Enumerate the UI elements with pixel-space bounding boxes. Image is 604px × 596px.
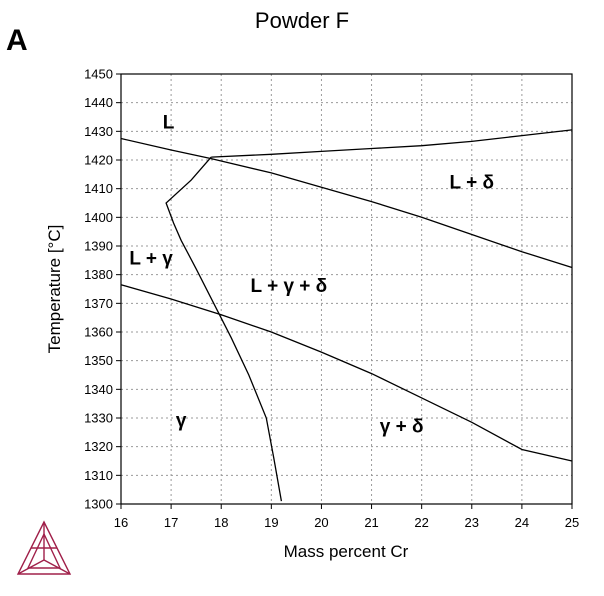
region-label: γ — [176, 411, 187, 432]
region-label: γ + δ — [380, 416, 424, 437]
y-tick-label: 1410 — [84, 181, 113, 196]
x-tick-label: 18 — [214, 515, 228, 530]
x-tick-label: 25 — [565, 515, 579, 530]
panel-letter: A — [6, 24, 28, 57]
y-tick-label: 1400 — [84, 210, 113, 225]
x-axis-ticks: 16 17 18 19 20 21 22 23 24 25 — [114, 504, 579, 530]
y-tick-label: 1320 — [84, 439, 113, 454]
x-tick-label: 23 — [465, 515, 479, 530]
x-tick-label: 20 — [314, 515, 328, 530]
x-axis-label: Mass percent Cr — [284, 542, 409, 561]
y-tick-label: 1300 — [84, 497, 113, 512]
y-tick-label: 1330 — [84, 411, 113, 426]
y-tick-label: 1380 — [84, 267, 113, 282]
x-tick-label: 17 — [164, 515, 178, 530]
region-labels: L L + δ L + γ L + γ + δ γ γ + δ — [129, 112, 494, 437]
y-tick-label: 1390 — [84, 239, 113, 254]
y-tick-label: 1340 — [84, 382, 113, 397]
plot-frame — [120, 73, 573, 505]
x-tick-label: 24 — [515, 515, 529, 530]
y-tick-label: 1350 — [84, 353, 113, 368]
grid-lines — [121, 74, 572, 504]
y-tick-label: 1370 — [84, 296, 113, 311]
y-axis-ticks: 1300 1310 1320 1330 1340 1350 1360 1370 1380 1390… — [84, 67, 121, 512]
phase-boundaries — [120, 129, 573, 502]
x-tick-label: 16 — [114, 515, 128, 530]
x-tick-label: 19 — [264, 515, 278, 530]
y-tick-label: 1360 — [84, 325, 113, 340]
chart-title: Powder F — [255, 8, 349, 33]
phase-boundary-3 — [165, 156, 283, 502]
region-label: L + γ — [129, 249, 173, 270]
y-tick-label: 1420 — [84, 153, 113, 168]
region-label: L + γ + δ — [251, 276, 328, 297]
y-tick-label: 1310 — [84, 468, 113, 483]
phase-boundary-4 — [120, 284, 573, 462]
y-tick-label: 1430 — [84, 124, 113, 139]
region-label: L + δ — [450, 173, 494, 194]
triangle-logo-icon — [16, 520, 72, 575]
y-axis-label: Temperature [°C] — [45, 225, 64, 354]
x-tick-label: 21 — [364, 515, 378, 530]
region-label: L — [163, 112, 175, 133]
x-tick-label: 22 — [414, 515, 428, 530]
phase-boundary-2 — [120, 137, 573, 269]
y-tick-label: 1440 — [84, 95, 113, 110]
phase-boundary-1 — [211, 129, 573, 158]
y-tick-label: 1450 — [84, 67, 113, 82]
